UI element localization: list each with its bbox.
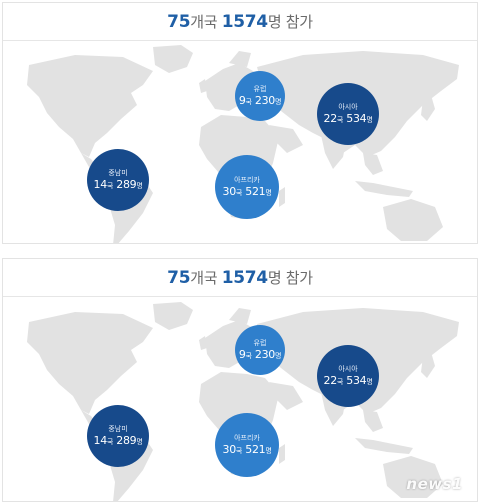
news1-watermark: news1 [406,475,463,493]
bubble-stats: 14국 289명 [93,433,143,447]
bubble-region-label: 아시아 [338,102,358,111]
bubble-latin-america: 중남미 14국 289명 [87,405,149,467]
panel-header: 75개국 1574명 참가 [3,3,477,41]
participants-count: 1574 [221,268,268,288]
bubble-europe: 유럽 9국 230명 [235,71,285,121]
panel-header: 75개국 1574명 참가 [3,259,477,297]
bubble-region-label: 아프리카 [234,175,260,184]
bubble-latin-america: 중남미 14국 289명 [87,149,149,211]
bubble-region-label: 유럽 [253,84,267,93]
bubble-region-label: 중남미 [108,168,128,177]
countries-count: 75 [167,12,191,32]
bubble-stats: 22국 534명 [323,111,373,125]
countries-unit: 개국 [190,269,218,287]
bubble-europe: 유럽 9국 230명 [235,325,285,375]
bubble-stats: 9국 230명 [238,347,282,361]
world-map-area: 유럽 9국 230명 아시아 22국 534명 중남미 14국 289명 아프리… [3,41,477,243]
bubble-stats: 9국 230명 [238,93,282,107]
bubble-region-label: 아시아 [338,364,358,373]
participants-unit: 명 참가 [267,269,313,287]
bubble-stats: 14국 289명 [93,177,143,191]
countries-unit: 개국 [190,13,218,31]
headline: 75개국 1574명 참가 [167,11,313,32]
participants-unit: 명 참가 [267,13,313,31]
bubble-region-label: 유럽 [253,338,267,347]
bubble-stats: 22국 534명 [323,373,373,387]
bubble-asia: 아시아 22국 534명 [317,345,379,407]
countries-count: 75 [167,268,191,288]
bubble-stats: 30국 521명 [222,442,272,456]
world-map-area: 유럽 9국 230명 아시아 22국 534명 중남미 14국 289명 아프리… [3,297,477,501]
bubble-africa: 아프리카 30국 521명 [215,155,279,219]
bubble-region-label: 중남미 [108,424,128,433]
bubble-region-label: 아프리카 [234,433,260,442]
infographic-panel-bottom: 75개국 1574명 참가 [2,258,478,502]
bubble-africa: 아프리카 30국 521명 [215,413,279,477]
bubble-stats: 30국 521명 [222,184,272,198]
participants-count: 1574 [221,12,268,32]
headline: 75개국 1574명 참가 [167,267,313,288]
infographic-panel-top: 75개국 1574명 참가 [2,2,478,244]
bubble-asia: 아시아 22국 534명 [317,83,379,145]
